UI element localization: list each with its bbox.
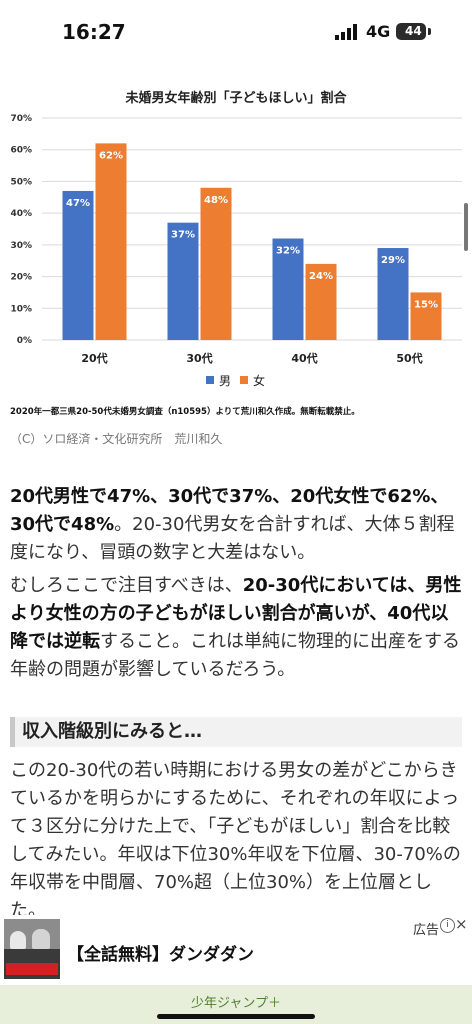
chart-image: 未婚男女年齢別「子どもほしい」割合 0% 10% 20% 30% 40% 50% 60% 70%… — [0, 78, 472, 448]
x-tick-label: 30代 — [186, 351, 212, 365]
paragraph-2-text-a: むしろここで注目すべきは、 — [10, 575, 243, 596]
info-icon[interactable]: i — [440, 918, 455, 933]
bar-female — [200, 187, 232, 340]
bar-female — [305, 263, 337, 340]
paragraph-1-text: 。20-30代男女を合計すれば、大体５割程度になり、冒頭の数字と大差はない。 — [10, 514, 455, 563]
thumb-figure-right — [32, 929, 50, 949]
chart-title: 未婚男女年齢別「子どもほしい」割合 — [124, 90, 347, 106]
bottom-bar: 少年ジャンプ＋ — [0, 985, 472, 1024]
battery-icon: 44 — [396, 23, 426, 40]
legend-swatch-female — [240, 376, 248, 384]
x-tick-label: 40代 — [291, 351, 317, 365]
bar-data-label: 48% — [204, 195, 228, 206]
bar-female — [410, 292, 442, 340]
thumb-figure-left — [10, 931, 26, 949]
bar-male — [377, 248, 409, 340]
ad-thumbnail[interactable] — [4, 919, 60, 979]
thumb-banner — [6, 963, 58, 975]
cellular-signal-icon — [335, 24, 357, 40]
image-copyright: （C）ソロ経済・文化研究所 荒川和久 — [10, 432, 223, 446]
bar-chart: 未婚男女年齢別「子どもほしい」割合 0% 10% 20% 30% 40% 50% 60% 70%… — [10, 90, 462, 388]
y-tick-label: 10% — [10, 304, 32, 314]
y-tick-label: 20% — [10, 273, 32, 283]
paragraph-1-bold: 20代男性で47%、30代で37%、20代女性で62%、30代で48% — [10, 486, 449, 535]
x-tick-label: 50代 — [396, 351, 422, 365]
ad-label: 広告 — [413, 923, 440, 938]
paragraph-2-bold: 20-30代においては、男性より女性の方の子どもがほしい割合が高いが、40代以降… — [10, 575, 462, 652]
network-type: 4G — [366, 22, 391, 41]
paragraph-2: むしろここで注目すべきは、20-30代においては、男性より女性の方の子どもがほし… — [10, 572, 465, 684]
bar-male — [167, 222, 199, 340]
advertiser-name[interactable]: 少年ジャンプ＋ — [191, 996, 281, 1011]
home-indicator[interactable] — [157, 1014, 315, 1019]
y-tick-label: 0% — [17, 336, 32, 346]
bar-male — [62, 190, 94, 340]
bar-data-label: 37% — [171, 230, 195, 241]
ad-banner[interactable]: 【全話無料】ダンダダン 広告 i × — [0, 915, 472, 985]
bar-male — [272, 238, 304, 340]
bar-data-label: 32% — [276, 246, 300, 257]
bar-data-label: 47% — [66, 198, 90, 209]
ad-title[interactable]: 【全話無料】ダンダダン — [67, 945, 254, 965]
legend-swatch-male — [206, 376, 214, 384]
chart-source-note: 2020年一都三県20-50代未婚男女調査（n10595）よりて荒川和久作成。無… — [10, 407, 360, 417]
section-heading: 収入階級別にみると… — [10, 717, 462, 747]
bar-female — [95, 143, 127, 340]
paragraph-1: 20代男性で47%、30代で37%、20代女性で62%、30代で48%。20-3… — [10, 483, 465, 567]
paragraph-2-text-b: すること。これは単純に物理的に出産をする年齢の問題が影響しているだろう。 — [10, 631, 460, 680]
y-tick-label: 30% — [10, 241, 32, 251]
battery-tip — [428, 28, 431, 35]
y-tick-label: 40% — [10, 209, 32, 219]
bar-data-label: 24% — [309, 271, 333, 282]
paragraph-3: この20-30代の若い時期における男女の差がどこからきているかを明らかにするため… — [10, 760, 461, 921]
bar-data-label: 62% — [99, 150, 123, 161]
status-bar: 16:27 4G 44 — [0, 0, 472, 64]
bar-data-label: 29% — [381, 255, 405, 266]
bar-data-label: 15% — [414, 299, 438, 310]
y-tick-label: 50% — [10, 177, 32, 187]
battery-level: 44 — [405, 24, 422, 38]
legend-label: 男 — [219, 374, 231, 388]
y-tick-label: 70% — [10, 114, 32, 124]
close-icon[interactable]: × — [455, 915, 468, 933]
y-tick-label: 60% — [10, 146, 32, 156]
legend-label: 女 — [253, 373, 265, 388]
x-tick-label: 20代 — [81, 351, 107, 365]
status-time: 16:27 — [62, 20, 126, 44]
scrollbar[interactable] — [464, 203, 468, 251]
